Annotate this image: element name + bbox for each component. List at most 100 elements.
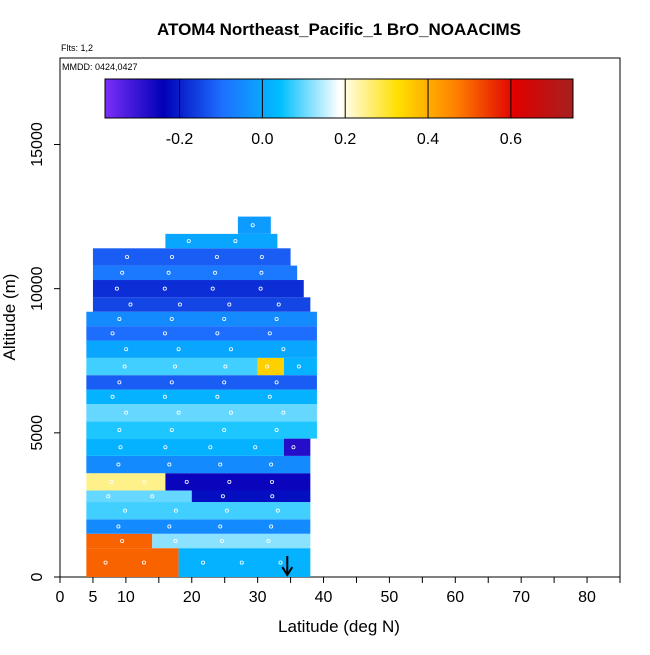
sample-marker [166, 270, 171, 275]
sample-marker [169, 427, 174, 432]
heatmap-cell [178, 548, 311, 577]
sample-marker [223, 364, 228, 369]
heatmap-cell [86, 455, 311, 474]
sample-marker [110, 331, 115, 336]
sample-marker [116, 524, 121, 529]
sample-marker [218, 524, 223, 529]
x-tick-label: 60 [446, 589, 464, 606]
sample-marker [167, 524, 172, 529]
sample-marker [169, 254, 174, 259]
sample-marker [120, 270, 125, 275]
sample-marker [109, 479, 114, 484]
sample-marker [281, 347, 286, 352]
heatmap-cell [86, 519, 311, 534]
sample-marker [267, 331, 272, 336]
sample-marker [275, 508, 280, 513]
heatmap-cell [86, 357, 258, 376]
sample-marker [274, 427, 279, 432]
sample-marker [142, 479, 147, 484]
sample-marker [110, 394, 115, 399]
sample-marker [269, 524, 274, 529]
y-axis: 0 5000 10000 15000 [29, 122, 60, 581]
sample-marker [265, 364, 270, 369]
sample-marker [163, 445, 168, 450]
sample-marker [118, 445, 123, 450]
heatmap-cell [86, 438, 285, 456]
chart-title: ATOM4 Northeast_Pacific_1 BrO_NOAACIMS [157, 20, 521, 39]
sample-marker [173, 508, 178, 513]
colorbar-tick-label: 0.0 [251, 131, 273, 148]
sample-marker [123, 508, 128, 513]
sample-marker [186, 239, 191, 244]
sample-marker [220, 494, 225, 499]
colorbar: -0.2 0.0 0.2 0.4 0.6 [104, 78, 574, 148]
heatmap-cell [86, 326, 317, 341]
sample-marker [274, 316, 279, 321]
sample-marker [222, 316, 227, 321]
sample-marker [169, 380, 174, 385]
heatmap-cell [86, 502, 311, 520]
heatmap-cell [165, 233, 278, 249]
sample-marker [250, 223, 255, 228]
sample-marker [162, 331, 167, 336]
sample-marker [215, 394, 220, 399]
heatmap-cell [284, 438, 311, 456]
sample-marker [219, 538, 224, 543]
sample-marker [218, 462, 223, 467]
sample-marker [141, 560, 146, 565]
x-tick-label: 30 [249, 589, 267, 606]
sample-marker [213, 270, 218, 275]
sample-marker [276, 302, 281, 307]
sample-marker [184, 479, 189, 484]
sample-marker [128, 302, 133, 307]
location-arrow [281, 556, 294, 577]
sample-marker [176, 410, 181, 415]
sample-marker [253, 445, 258, 450]
sample-marker [150, 494, 155, 499]
x-axis-label: Latitude (deg N) [278, 617, 400, 636]
sample-marker [162, 286, 167, 291]
sample-marker [281, 410, 286, 415]
heatmap-cell [92, 297, 311, 312]
heatmap-cell [86, 389, 317, 404]
colorbar-tick-label: -0.2 [166, 131, 194, 148]
y-tick-label: 0 [29, 572, 46, 581]
heatmap-cell [92, 280, 304, 298]
sample-marker [106, 494, 111, 499]
sample-marker [233, 239, 238, 244]
x-tick-label: 5 [88, 589, 97, 606]
sample-marker [269, 479, 274, 484]
sample-marker [269, 462, 274, 467]
sample-marker [173, 364, 178, 369]
sample-marker [116, 462, 121, 467]
sample-marker [228, 410, 233, 415]
heatmap-cell [257, 357, 284, 376]
heatmap-cell [86, 473, 166, 491]
heatmap-cell [86, 404, 317, 422]
y-tick-label: 5000 [29, 415, 46, 451]
sample-marker [201, 560, 206, 565]
sample-marker [214, 254, 219, 259]
y-axis-label: Altitude (m) [0, 274, 19, 361]
sample-marker [167, 462, 172, 467]
heatmap-cell [86, 375, 317, 390]
sample-marker [125, 254, 130, 259]
sample-marker [296, 364, 301, 369]
plot-frame [59, 57, 621, 578]
sample-marker [103, 560, 108, 565]
x-tick-label: 10 [117, 589, 135, 606]
heatmap-cell [86, 421, 317, 439]
sample-marker [222, 380, 227, 385]
heatmap-cell [92, 265, 298, 281]
x-tick-label: 20 [183, 589, 201, 606]
sample-marker [266, 538, 271, 543]
x-tick-label: 40 [315, 589, 333, 606]
sample-marker [162, 394, 167, 399]
sample-marker [117, 316, 122, 321]
sample-marker [267, 394, 272, 399]
sample-marker [176, 347, 181, 352]
sample-marker [222, 427, 227, 432]
colorbar-tick-label: 0.2 [334, 131, 356, 148]
